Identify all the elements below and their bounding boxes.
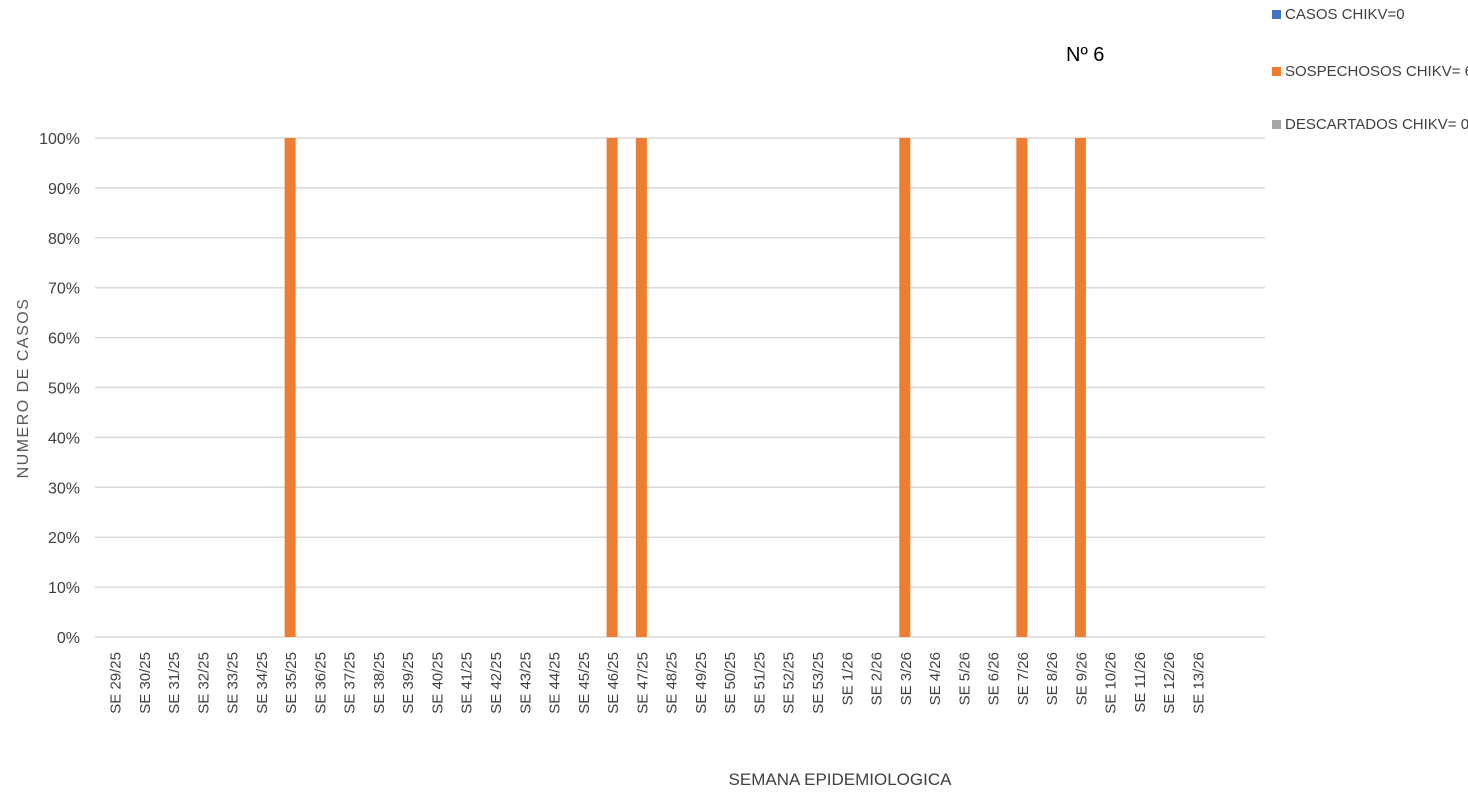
legend-label-casos: CASOS CHIKV=0	[1285, 6, 1405, 23]
legend-item-sospechosos: SOSPECHOSOS CHIKV= 6	[1272, 63, 1468, 80]
bar-series-1-31	[1016, 138, 1028, 637]
x-tick-label: SE 32/25	[195, 652, 212, 714]
x-tick-label: SE 51/25	[751, 652, 768, 714]
x-tick-label: SE 37/25	[342, 652, 359, 714]
y-tick-label: 20%	[48, 530, 80, 547]
bar-series-1-6	[284, 138, 296, 637]
x-tick-label: SE 44/25	[547, 652, 564, 714]
legend-item-casos: CASOS CHIKV=0	[1272, 6, 1405, 23]
y-tick-label: 0%	[57, 630, 80, 647]
x-tick-label: SE 1/26	[839, 652, 856, 705]
x-tick-label: SE 38/25	[371, 652, 388, 714]
x-tick-labels: SE 29/25 SE 30/25 SE 31/25 SE 32/25 SE 33/25…	[108, 652, 1208, 714]
y-axis-title: NUMERO DE CASOS	[15, 297, 32, 479]
bar-series-1-27	[899, 138, 911, 637]
x-axis-title: SEMANA EPIDEMIOLOGICA	[728, 770, 952, 789]
y-tick-label: 50%	[48, 381, 80, 398]
x-tick-label: SE 53/25	[810, 652, 827, 714]
x-tick-label: SE 9/26	[1073, 652, 1090, 705]
x-tick-label: SE 50/25	[722, 652, 739, 714]
x-tick-label: SE 36/25	[312, 652, 329, 714]
legend-swatch-casos	[1272, 10, 1281, 19]
x-tick-label: SE 30/25	[137, 652, 154, 714]
x-tick-label: SE 48/25	[664, 652, 681, 714]
x-tick-label: SE 45/25	[576, 652, 593, 714]
x-tick-label: SE 4/26	[927, 652, 944, 705]
gridlines	[95, 137, 1265, 638]
y-tick-label: 30%	[48, 480, 80, 497]
x-tick-label: SE 6/26	[986, 652, 1003, 705]
x-tick-label: SE 43/25	[517, 652, 534, 714]
x-tick-label: SE 31/25	[166, 652, 183, 714]
chart-title: Nº 6	[1066, 44, 1105, 66]
legend-swatch-descartados	[1272, 120, 1281, 129]
y-tick-label: 10%	[48, 580, 80, 597]
bars	[284, 138, 1086, 637]
x-tick-label: SE 49/25	[693, 652, 710, 714]
y-tick-label: 80%	[48, 231, 80, 248]
x-tick-label: SE 3/26	[898, 652, 915, 705]
x-tick-label: SE 8/26	[1044, 652, 1061, 705]
x-tick-label: SE 39/25	[400, 652, 417, 714]
x-tick-label: SE 7/26	[1015, 652, 1032, 705]
x-tick-label: SE 42/25	[488, 652, 505, 714]
bar-series-1-17	[606, 138, 618, 637]
x-tick-label: SE 33/25	[225, 652, 242, 714]
x-tick-label: SE 29/25	[108, 652, 125, 714]
bar-series-1-33	[1074, 138, 1086, 637]
x-tick-label: SE 11/26	[1132, 652, 1149, 713]
legend-swatch-sospechosos	[1272, 67, 1281, 76]
x-tick-label: SE 13/26	[1190, 652, 1207, 714]
bar-series-1-18	[635, 138, 647, 637]
y-tick-label: 40%	[48, 430, 80, 447]
y-tick-label: 100%	[39, 131, 80, 148]
x-tick-label: SE 10/26	[1103, 652, 1120, 714]
y-tick-label: 70%	[48, 281, 80, 298]
x-tick-label: SE 52/25	[781, 652, 798, 714]
legend-label-sospechosos: SOSPECHOSOS CHIKV= 6	[1285, 63, 1468, 80]
y-tick-label: 60%	[48, 331, 80, 348]
y-tick-labels: 0% 10% 20% 30% 40% 50% 60% 70% 80% 90% 100%	[39, 131, 80, 647]
x-tick-label: SE 47/25	[634, 652, 651, 714]
x-tick-label: SE 40/25	[429, 652, 446, 714]
x-tick-label: SE 46/25	[605, 652, 622, 714]
x-tick-label: SE 5/26	[956, 652, 973, 705]
x-tick-label: SE 12/26	[1161, 652, 1178, 714]
x-tick-label: SE 35/25	[283, 652, 300, 714]
legend-label-descartados: DESCARTADOS CHIKV= 0	[1285, 116, 1468, 133]
y-tick-label: 90%	[48, 181, 80, 198]
x-tick-label: SE 34/25	[254, 652, 271, 714]
x-tick-label: SE 41/25	[459, 652, 476, 714]
x-tick-label: SE 2/26	[869, 652, 886, 705]
legend-item-descartados: DESCARTADOS CHIKV= 0	[1272, 116, 1468, 133]
